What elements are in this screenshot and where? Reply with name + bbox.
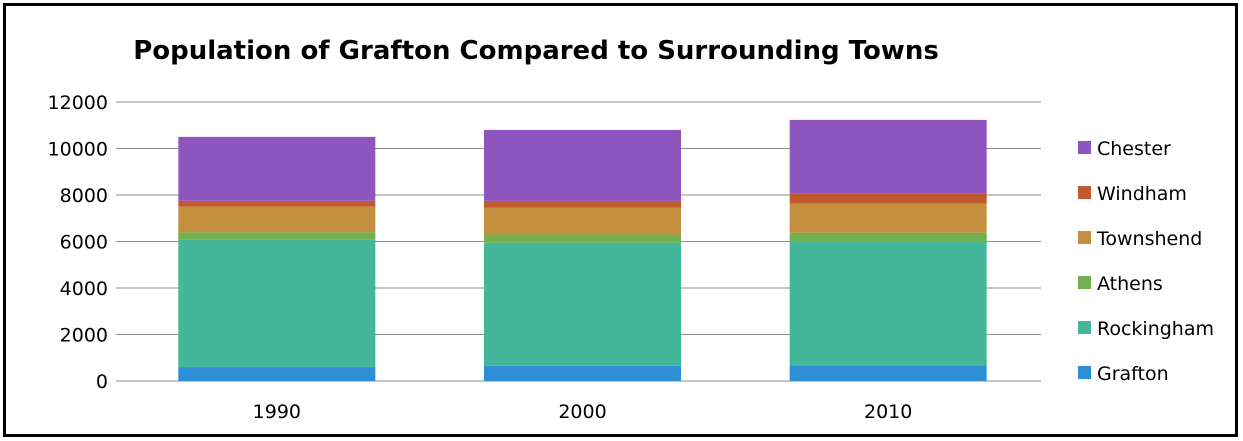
- chart-frame: Population of Grafton Compared to Surrou…: [3, 3, 1238, 437]
- y-tick-label-8000: 8000: [60, 185, 108, 207]
- legend-label-rockingham: Rockingham: [1097, 318, 1214, 340]
- legend-swatch-chester: [1078, 141, 1091, 154]
- y-tick-label-10000: 10000: [48, 139, 108, 161]
- bar-chester-1990: [178, 136, 376, 201]
- y-tick-label-6000: 6000: [60, 232, 108, 254]
- bar-windham-2000: [484, 200, 681, 208]
- bar-townshend-1990: [178, 206, 376, 233]
- legend-label-athens: Athens: [1097, 273, 1163, 295]
- bar-rockingham-2010: [789, 241, 987, 366]
- bar-grafton-1990: [178, 367, 376, 381]
- x-tick-label-1990: 1990: [253, 401, 301, 423]
- x-tick-label-2000: 2000: [558, 401, 606, 423]
- bar-grafton-2000: [484, 365, 681, 381]
- legend-label-grafton: Grafton: [1097, 363, 1169, 385]
- legend-swatch-rockingham: [1078, 321, 1091, 334]
- legend-swatch-townshend: [1078, 231, 1091, 244]
- legend-label-windham: Windham: [1097, 183, 1187, 205]
- bar-windham-2010: [789, 193, 987, 204]
- stacked-bar-chart: 0 2000 4000 6000 8000 10000 12000 1990 2000 2010 C…: [48, 92, 1214, 423]
- bar-athens-1990: [178, 232, 376, 240]
- bar-rockingham-2000: [484, 242, 681, 366]
- y-tick-label-12000: 12000: [48, 92, 108, 114]
- bar-townshend-2000: [484, 207, 681, 235]
- chart-title: Population of Grafton Compared to Surrou…: [133, 36, 939, 66]
- legend-label-townshend: Townshend: [1096, 228, 1202, 250]
- bar-grafton-2010: [789, 365, 987, 381]
- y-tick-label-0: 0: [96, 371, 108, 393]
- bar-windham-1990: [178, 200, 376, 207]
- legend-label-chester: Chester: [1097, 138, 1171, 160]
- bar-rockingham-1990: [178, 239, 376, 368]
- bar-athens-2010: [789, 232, 987, 242]
- y-tick-label-4000: 4000: [60, 278, 108, 300]
- x-tick-label-2010: 2010: [864, 401, 912, 423]
- y-tick-label-2000: 2000: [60, 325, 108, 347]
- bar-chester-2010: [789, 119, 987, 194]
- bar-townshend-2010: [789, 203, 987, 233]
- legend-swatch-grafton: [1078, 366, 1091, 379]
- bar-athens-2000: [484, 234, 681, 243]
- legend-swatch-windham: [1078, 186, 1091, 199]
- legend-swatch-athens: [1078, 276, 1091, 289]
- bar-chester-2000: [484, 129, 681, 201]
